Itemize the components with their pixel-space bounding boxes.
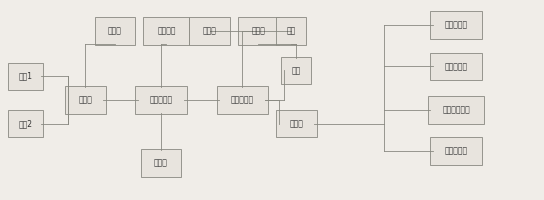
FancyBboxPatch shape: [281, 57, 311, 84]
FancyBboxPatch shape: [95, 17, 135, 45]
Text: 红外摄像机: 红外摄像机: [444, 21, 468, 30]
FancyBboxPatch shape: [430, 11, 482, 39]
FancyBboxPatch shape: [276, 110, 317, 137]
FancyBboxPatch shape: [217, 86, 268, 114]
FancyBboxPatch shape: [428, 96, 484, 124]
Text: 信号灯: 信号灯: [108, 26, 122, 35]
Text: 计量仪表: 计量仪表: [157, 26, 176, 35]
FancyBboxPatch shape: [141, 149, 181, 177]
FancyBboxPatch shape: [65, 86, 106, 114]
Text: 交换机: 交换机: [154, 159, 168, 168]
Text: 录像机: 录像机: [289, 119, 304, 128]
FancyBboxPatch shape: [8, 110, 44, 137]
Text: 扬声器: 扬声器: [251, 26, 265, 35]
Text: 条码打印机: 条码打印机: [150, 96, 172, 104]
Text: 一体化球机: 一体化球机: [444, 62, 468, 71]
FancyBboxPatch shape: [135, 86, 187, 114]
FancyBboxPatch shape: [8, 63, 44, 90]
Text: 微距摄像机: 微距摄像机: [444, 147, 468, 156]
FancyBboxPatch shape: [189, 17, 230, 45]
Text: 数据采集器: 数据采集器: [231, 96, 254, 104]
FancyBboxPatch shape: [144, 17, 189, 45]
FancyBboxPatch shape: [430, 53, 482, 80]
Text: 一体化摄像机: 一体化摄像机: [442, 105, 470, 114]
FancyBboxPatch shape: [430, 137, 482, 165]
Text: 功放: 功放: [292, 66, 301, 75]
FancyBboxPatch shape: [238, 17, 279, 45]
Text: 搅灯1: 搅灯1: [18, 72, 33, 81]
FancyBboxPatch shape: [276, 17, 306, 45]
Text: 液晶屏: 液晶屏: [203, 26, 217, 35]
Text: 控制器: 控制器: [78, 96, 92, 104]
Text: 测外: 测外: [286, 26, 295, 35]
Text: 搅灯2: 搅灯2: [18, 119, 33, 128]
